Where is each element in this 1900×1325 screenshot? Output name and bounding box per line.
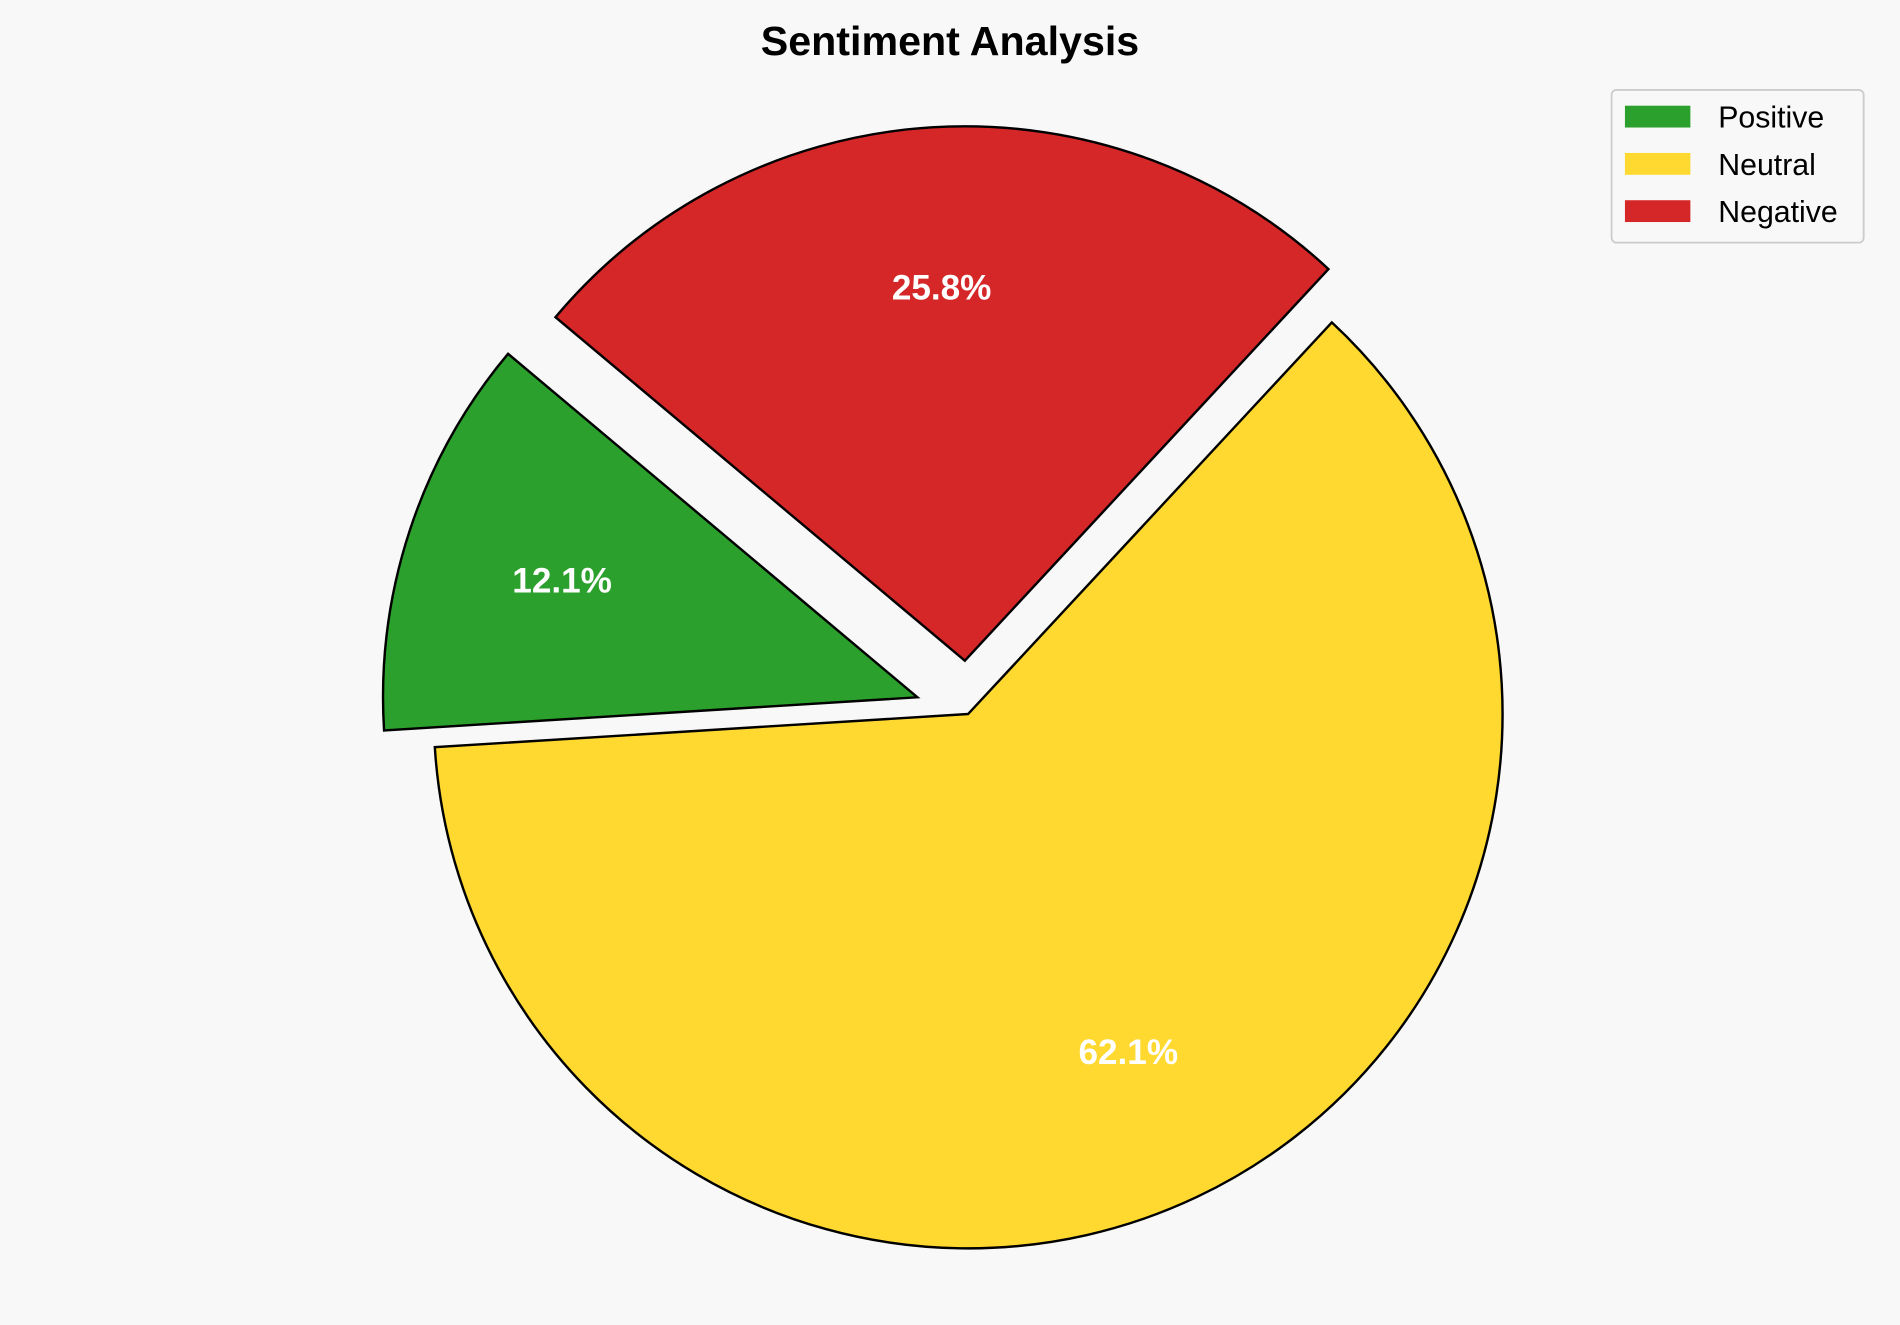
pie-label-neutral: 62.1% [1078,1033,1178,1072]
legend-label-negative: Negative [1718,196,1838,229]
pie-slice-positive [381,352,921,732]
pie-label-negative: 25.8% [892,268,992,307]
legend: Positive Neutral Negative [1610,89,1865,244]
chart-title: Sentiment Analysis [761,18,1139,64]
legend-label-neutral: Neutral [1718,149,1816,182]
pie-slice-neutral [433,320,1504,1250]
legend-swatch-negative [1624,200,1691,223]
pie-slice-negative [553,125,1331,663]
pie-label-positive: 12.1% [512,561,612,600]
legend-swatch-positive [1624,105,1691,128]
legend-label-positive: Positive [1718,102,1824,135]
legend-swatch-neutral [1624,152,1691,175]
